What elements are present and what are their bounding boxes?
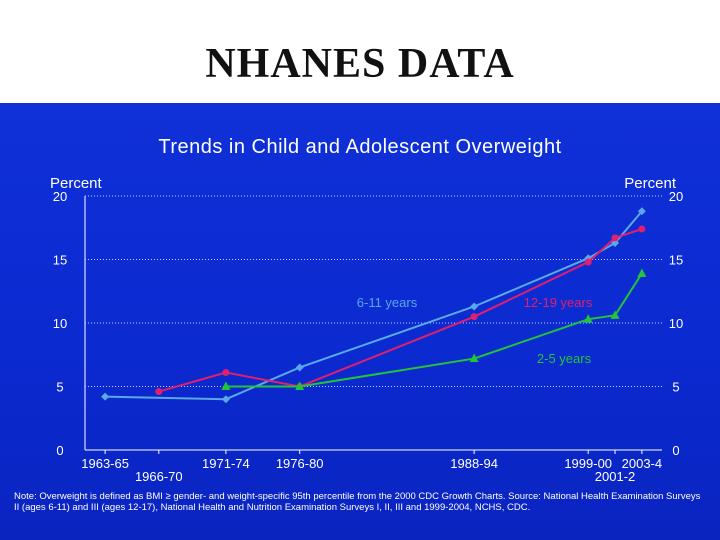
series-label-0: 6-11 years: [357, 295, 418, 310]
data-point: [101, 392, 110, 401]
y-tick-right-20: 20: [669, 189, 683, 204]
y-tick-left-15: 15: [53, 253, 67, 268]
y-tick-right-5: 5: [672, 380, 679, 395]
x-tick-label: 2001-2: [595, 469, 635, 484]
x-tick-label: 2003-4: [622, 456, 662, 471]
x-tick-label: 1963-65: [81, 456, 129, 471]
y-tick-right-10: 10: [669, 316, 683, 331]
data-point: [637, 207, 646, 216]
data-point: [584, 258, 592, 266]
data-point: [295, 363, 304, 372]
series-line-1: [158, 228, 643, 393]
data-point: [469, 353, 479, 363]
x-tick-label: 1966-70: [135, 469, 183, 484]
chart-footnote: Note: Overweight is defined as BMI ≥ gen…: [14, 491, 701, 513]
data-point: [637, 268, 647, 277]
x-tick-label: 1999-00: [564, 456, 612, 471]
x-tick-label: 1988-94: [450, 456, 498, 471]
data-point: [295, 381, 305, 390]
data-point: [221, 395, 230, 404]
chart-title: Trends in Child and Adolescent Overweigh…: [158, 136, 561, 158]
data-point: [611, 234, 619, 242]
y-tick-left-20: 20: [53, 189, 67, 204]
chart-panel: [0, 103, 720, 540]
y-axis-label-right: Percent: [624, 175, 677, 192]
data-point: [610, 310, 620, 319]
y-tick-left-0: 0: [56, 443, 63, 458]
data-point: [583, 314, 593, 323]
data-point: [638, 225, 646, 233]
y-tick-right-15: 15: [669, 253, 683, 268]
y-tick-left-5: 5: [56, 380, 63, 395]
series-label-2: 2-5 years: [537, 351, 592, 366]
y-tick-right-0: 0: [672, 443, 679, 458]
x-tick-label: 1971-74: [202, 456, 250, 471]
data-point: [221, 381, 231, 390]
data-point: [470, 302, 479, 311]
y-axis-label-left: Percent: [50, 175, 103, 192]
series-line-2: [225, 272, 643, 388]
x-tick-label: 1976-80: [276, 456, 324, 471]
data-point: [155, 388, 163, 396]
slide-title: NHANES DATA: [205, 41, 515, 87]
data-point: [470, 313, 478, 321]
data-point: [222, 369, 230, 377]
series-label-1: 12-19 years: [524, 295, 593, 310]
y-tick-left-10: 10: [53, 316, 67, 331]
